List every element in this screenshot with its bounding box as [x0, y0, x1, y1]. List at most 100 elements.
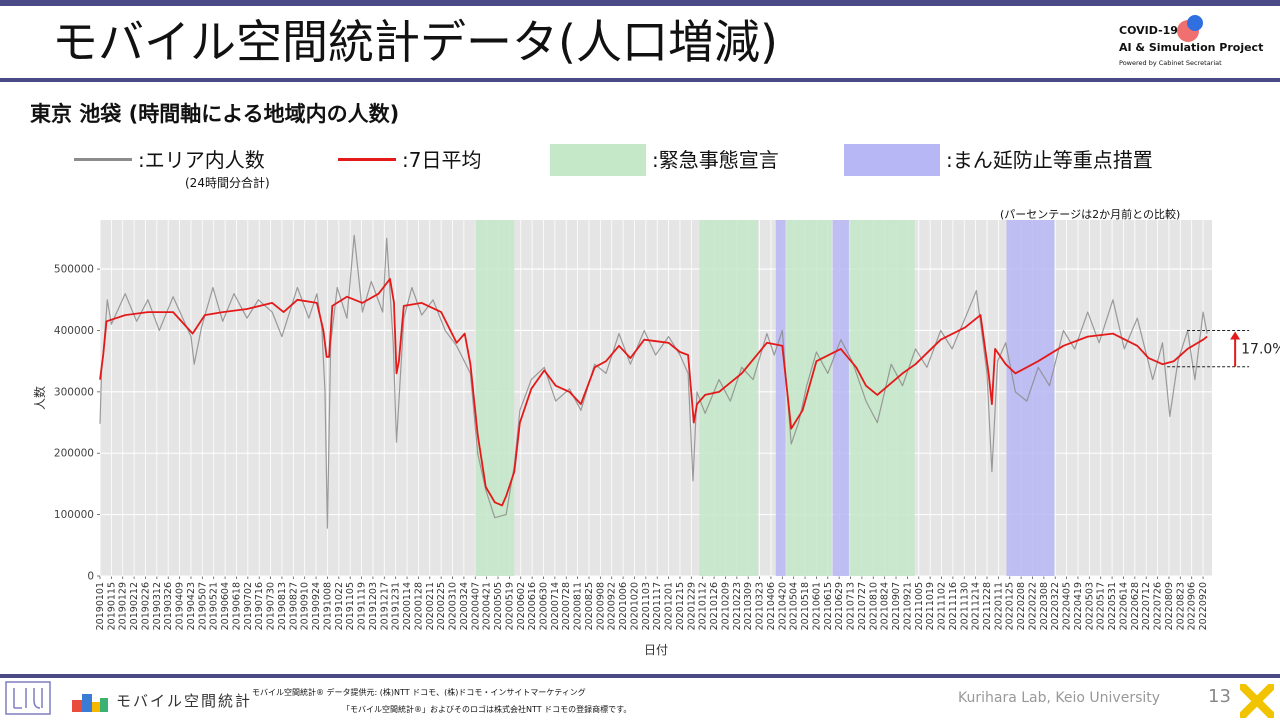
x-tick-label: 20191203 [368, 582, 379, 630]
x-tick-label: 20200505 [493, 582, 504, 630]
legend-prevention-label: :まん延防止等重点措置 [946, 148, 1153, 172]
x-tick-label: 20190604 [220, 582, 231, 630]
period-band-emergency [475, 220, 515, 576]
chart-subtitle: 東京 池袋 (時間軸による地域内の人数) [30, 102, 400, 126]
x-tick-label: 20190730 [266, 582, 277, 630]
badge-blue-dot [1187, 15, 1203, 31]
period-band-prevention [775, 220, 786, 576]
legend-daily-swatch [74, 158, 132, 161]
x-tick-label: 20191217 [379, 582, 390, 630]
x-tick-label: 20220222 [1027, 582, 1038, 630]
x-tick-label: 20210323 [755, 582, 766, 630]
y-tick-label: 300000 [54, 386, 94, 398]
x-tick-label: 20191022 [334, 582, 345, 630]
lab-name: Kurihara Lab, Keio University [958, 690, 1161, 706]
x-tick-label: 20190101 [95, 582, 106, 630]
x-brand-icon [1240, 684, 1274, 718]
y-tick-label: 500000 [54, 264, 94, 276]
mobile-stats-logo-icon [72, 694, 108, 712]
x-tick-label: 20190409 [175, 582, 186, 630]
x-tick-label: 20201006 [618, 582, 629, 630]
x-tick-label: 20200225 [436, 582, 447, 630]
x-tick-label: 20200616 [527, 582, 538, 630]
x-tick-label: 20220419 [1073, 582, 1084, 630]
x-tick-label: 20210824 [880, 582, 891, 630]
x-tick-label: 20210420 [777, 582, 788, 630]
x-tick-label: 20220531 [1107, 582, 1118, 630]
x-tick-label: 20201229 [686, 582, 697, 630]
x-tick-label: 20211116 [948, 582, 959, 630]
x-tick-label: 20220111 [993, 582, 1004, 630]
x-tick-label: 20190115 [106, 582, 117, 630]
x-tick-label: 20220405 [1062, 582, 1073, 630]
footer-divider [0, 674, 1280, 678]
x-tick-label: 20220125 [1005, 582, 1016, 630]
lab-logo-icon [5, 681, 51, 715]
x-tick-label: 20211130 [959, 582, 970, 630]
x-tick-label: 20210713 [846, 582, 857, 630]
badge-line-1: COVID-19 [1119, 24, 1178, 37]
x-tick-label: 20210907 [891, 582, 902, 630]
legend-avg-label: :7日平均 [402, 148, 482, 172]
x-tick-label: 20220322 [1050, 582, 1061, 630]
mobile-stats-logo-text: モバイル空間統計 [116, 692, 253, 710]
x-tick-label: 20211019 [925, 582, 936, 630]
period-band-prevention [832, 220, 849, 576]
x-tick-label: 20200421 [482, 582, 493, 630]
top-accent-bar [0, 0, 1280, 6]
x-tick-label: 20220208 [1016, 582, 1027, 630]
legend-prevention-swatch [844, 144, 940, 176]
x-tick-label: 20201020 [629, 582, 640, 630]
y-axis-title: 人数 [32, 386, 47, 410]
x-tick-label: 20210209 [720, 582, 731, 630]
period-band-prevention [1006, 220, 1055, 576]
x-tick-label: 20200519 [504, 582, 515, 630]
x-tick-label: 20211214 [971, 582, 982, 630]
x-tick-label: 20210921 [902, 582, 913, 630]
x-tick-label: 20190702 [243, 582, 254, 630]
x-tick-label: 20210126 [709, 582, 720, 630]
x-tick-label: 20200114 [402, 582, 413, 630]
x-tick-label: 20220628 [1130, 582, 1141, 630]
covid-project-badge: COVID-19 AI & Simulation Project Powered… [1119, 14, 1269, 70]
x-tick-label: 20220726 [1153, 582, 1164, 630]
y-tick-label: 200000 [54, 448, 94, 460]
x-tick-label: 20210615 [823, 582, 834, 630]
annotation-arrow-head [1230, 331, 1241, 340]
x-tick-label: 20190827 [288, 582, 299, 630]
legend-emergency-swatch [550, 144, 646, 176]
x-tick-label: 20210112 [698, 582, 709, 630]
x-tick-label: 20220906 [1187, 582, 1198, 630]
x-tick-label: 20201215 [675, 582, 686, 630]
x-tick-label: 20190212 [129, 582, 140, 630]
chart-legend: :エリア内人数 (24時間分合計) :7日平均 :緊急事態宣言 :まん延防止等重… [0, 140, 1280, 190]
x-tick-label: 20190226 [140, 582, 151, 630]
period-band-emergency [786, 220, 832, 576]
x-tick-label: 20210810 [868, 582, 879, 630]
x-tick-label: 20191119 [357, 582, 368, 630]
x-tick-label: 20210601 [811, 582, 822, 630]
comparison-note: (パーセンテージは2か月前との比較) [1000, 208, 1181, 221]
x-tick-label: 20200630 [539, 582, 550, 630]
x-axis-title: 日付 [644, 643, 668, 657]
x-tick-label: 20190813 [277, 582, 288, 630]
badge-line-2: AI & Simulation Project [1119, 41, 1264, 54]
series-line-avg [99, 278, 1208, 507]
legend-daily-label: :エリア内人数 [138, 148, 265, 172]
legend-avg-swatch [338, 158, 396, 161]
x-tick-label: 20220503 [1084, 582, 1095, 630]
x-tick-label: 20190129 [118, 582, 129, 630]
x-tick-label: 20201117 [652, 582, 663, 630]
x-tick-label: 20220712 [1141, 582, 1152, 630]
page-number: 13 [1208, 686, 1231, 707]
x-tick-label: 20210223 [732, 582, 743, 630]
x-tick-label: 20220920 [1198, 582, 1209, 630]
x-tick-label: 20210727 [857, 582, 868, 630]
x-tick-label: 20220614 [1118, 582, 1129, 630]
x-tick-label: 20220809 [1164, 582, 1175, 630]
x-tick-label: 20211102 [937, 582, 948, 630]
title-divider [0, 78, 1280, 82]
legend-daily-note: (24時間分合計) [185, 176, 270, 190]
y-tick-label: 400000 [54, 325, 94, 337]
data-credit-line-1: モバイル空間統計® データ提供元: (株)NTT ドコモ、(株)ドコモ・インサイ… [252, 688, 586, 697]
